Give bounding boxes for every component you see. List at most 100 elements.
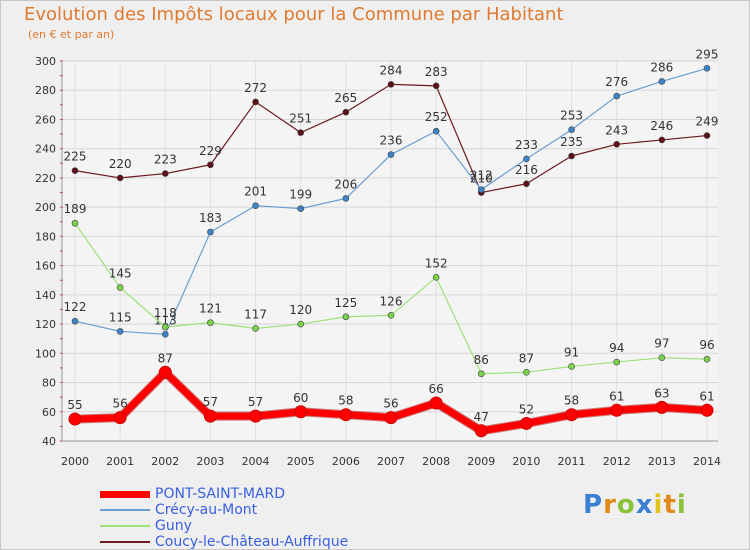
data-label: 56 [113,397,128,411]
legend-item-crecy-au-mont[interactable]: Crécy-au-Mont [100,502,348,518]
x-tick-label: 2013 [648,455,676,468]
data-label: 229 [199,144,222,158]
data-point [113,411,127,425]
x-tick-label: 2010 [512,455,540,468]
y-tick-label: 200 [35,201,56,214]
data-label: 122 [64,300,87,314]
data-point [158,365,172,379]
data-label: 283 [425,65,448,79]
x-tick-label: 2002 [151,455,179,468]
data-label: 58 [564,394,579,408]
data-point [703,132,711,139]
data-label: 118 [154,306,177,320]
data-point [568,152,575,160]
x-tick-label: 2001 [106,455,134,468]
data-label: 120 [289,303,312,317]
data-label: 295 [696,47,719,61]
data-label: 199 [289,188,312,202]
data-label: 284 [380,63,403,77]
chart-legend: PONT-SAINT-MARD Crécy-au-Mont Guny Coucy… [100,486,348,550]
data-label: 94 [609,341,624,355]
data-label: 61 [609,389,624,403]
data-point [161,170,169,177]
legend-item-coucy[interactable]: Coucy-le-Château-Auffrique [100,534,348,550]
data-point [207,228,214,236]
data-label: 52 [519,402,534,416]
data-label: 243 [605,123,628,137]
x-tick-label: 2008 [422,455,450,468]
data-point [613,141,621,148]
legend-label-guny: Guny [155,518,192,534]
y-tick-label: 80 [42,377,56,390]
y-tick-label: 120 [35,318,56,331]
logo-letter: i [653,490,664,520]
data-point [294,405,308,419]
logo-letter: i [676,490,687,520]
data-label: 145 [109,267,132,281]
legend-label-pont-saint-mard: PONT-SAINT-MARD [155,486,286,502]
data-point [384,411,398,425]
data-point [429,396,443,410]
data-point [249,409,263,423]
data-label: 117 [244,307,267,321]
data-label: 276 [605,75,628,89]
data-point [703,65,711,72]
data-label: 286 [650,60,673,74]
data-label: 225 [64,150,87,164]
y-tick-label: 140 [35,289,56,302]
data-label: 63 [654,386,669,400]
data-label: 201 [244,185,267,199]
data-label: 115 [109,310,132,324]
y-tick-label: 160 [35,260,56,273]
data-label: 96 [699,338,714,352]
data-point [252,202,259,209]
data-point [613,92,621,100]
data-label: 252 [425,110,448,124]
data-point [477,186,485,193]
logo-letter: P [583,490,604,520]
data-label: 56 [383,397,398,411]
x-tick-label: 2007 [377,455,405,468]
plot-area [62,61,718,441]
data-label: 212 [470,169,493,183]
data-label: 87 [158,351,173,365]
data-point [477,370,485,378]
data-label: 183 [199,211,222,225]
data-point [252,325,259,332]
data-label: 246 [650,119,673,133]
x-tick-label: 2014 [693,455,721,468]
data-point [523,180,530,188]
data-point [703,355,711,363]
data-point [387,151,395,158]
data-point [207,319,214,326]
chart-subtitle: (en € et par an) [28,28,115,41]
y-tick-label: 100 [35,347,56,360]
data-label: 55 [67,398,82,412]
legend-swatch-crecy-au-mont [100,509,150,511]
legend-item-pont-saint-mard[interactable]: PONT-SAINT-MARD [100,486,348,502]
data-label: 189 [64,202,87,216]
data-label: 236 [380,134,403,148]
x-tick-label: 2009 [467,455,495,468]
data-label: 66 [429,382,444,396]
data-point [519,416,533,430]
x-tick-label: 2004 [242,455,270,468]
y-tick-label: 60 [42,406,56,419]
data-label: 125 [334,296,357,310]
data-point [658,136,666,144]
data-point [71,317,79,325]
data-point [610,403,624,417]
legend-swatch-pont-saint-mard [100,490,150,498]
legend-swatch-coucy [100,541,150,543]
data-label: 223 [154,153,177,167]
y-tick-label: 260 [35,113,56,126]
data-point [655,400,669,414]
legend-item-guny[interactable]: Guny [100,518,348,534]
data-label: 97 [654,337,669,351]
data-point [700,403,714,417]
data-point [568,363,575,370]
data-point [432,274,440,281]
data-point [474,424,488,438]
logo-letter: x [635,490,654,520]
